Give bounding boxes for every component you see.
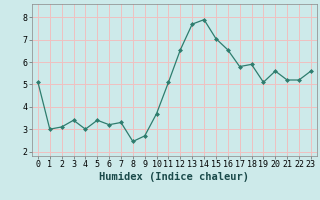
- X-axis label: Humidex (Indice chaleur): Humidex (Indice chaleur): [100, 172, 249, 182]
